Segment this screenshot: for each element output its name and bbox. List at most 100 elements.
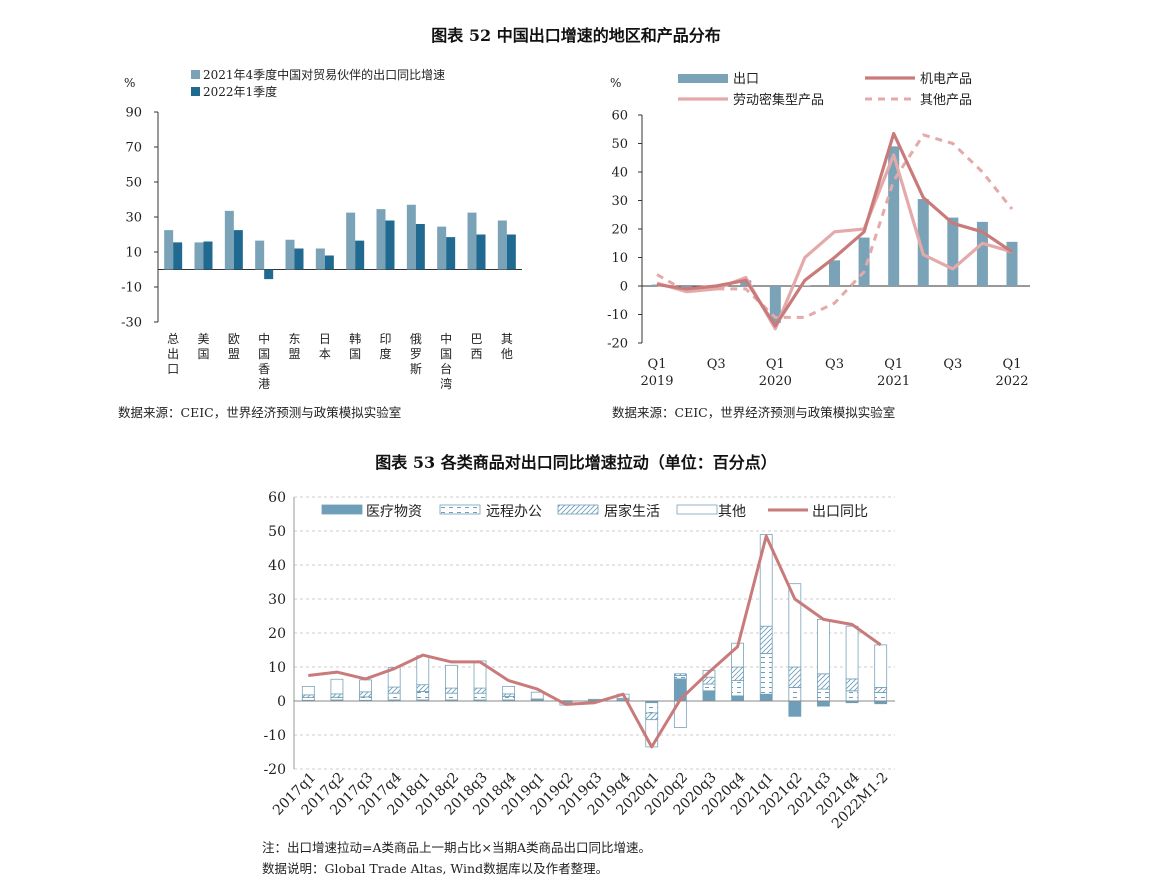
bar xyxy=(346,212,356,270)
stacked-bar-segment xyxy=(759,693,773,702)
stacked-bar-segment xyxy=(731,695,744,702)
stacked-bar-segment xyxy=(759,534,773,627)
bar xyxy=(497,220,507,270)
stacked-bar-segment xyxy=(788,666,802,688)
bar xyxy=(385,220,395,270)
bar xyxy=(294,248,304,270)
stacked-bar-segment xyxy=(731,666,744,682)
bar xyxy=(355,240,365,270)
x-category-label: 东 xyxy=(288,332,300,346)
stacked-bar-segment xyxy=(330,693,344,698)
x-category-label: 湾 xyxy=(440,376,452,391)
x-category-label: 港 xyxy=(258,377,270,391)
x-category-label: 俄 xyxy=(410,332,422,346)
stacked-bar-segment xyxy=(817,673,830,690)
stacked-bar-segment xyxy=(702,676,716,685)
legend-swatch xyxy=(321,504,363,515)
series-line xyxy=(656,131,1013,328)
x-category-label: 其 xyxy=(501,332,513,346)
y-tick-label: 90 xyxy=(125,106,142,121)
export-bar xyxy=(947,217,959,286)
stacked-bar-segment xyxy=(359,679,372,693)
y-tick-label: 30 xyxy=(268,592,286,608)
stacked-bar-segment xyxy=(473,687,487,694)
export-bar xyxy=(799,285,811,286)
x-category-label: 台 xyxy=(440,361,452,376)
left-chart-source: 数据来源：CEIC，世界经济预测与政策模拟实验室 xyxy=(118,405,402,420)
y-tick-label: 30 xyxy=(611,194,628,209)
bar xyxy=(264,269,274,280)
stacked-bar-segment xyxy=(473,692,487,701)
x-category-label: 中 xyxy=(258,331,270,346)
y-tick-label: 20 xyxy=(611,223,628,238)
stacked-bar-segment xyxy=(673,675,687,680)
export-bar xyxy=(829,260,840,286)
y-tick-label: 50 xyxy=(125,176,142,191)
x-category-label: 度 xyxy=(379,346,391,361)
x-category-label: 日 xyxy=(319,332,331,346)
stacked-bar-segment xyxy=(502,685,516,695)
bar xyxy=(173,242,183,270)
stacked-bar-segment xyxy=(445,664,458,689)
legend-label: 远程办公 xyxy=(486,504,542,520)
legend-label: 劳动密集型产品 xyxy=(733,92,824,108)
y-tick-label: 0 xyxy=(620,280,628,295)
bar xyxy=(164,230,174,270)
stacked-bar-segment xyxy=(445,692,458,701)
y-tick-label: 10 xyxy=(268,660,286,676)
x-category-label: 总 xyxy=(167,332,179,346)
stacked-bar-segment xyxy=(502,696,516,701)
bar xyxy=(324,255,334,270)
legend-label: 出口 xyxy=(733,72,759,87)
x-category-label: 国 xyxy=(440,347,452,361)
bottom-chart-note: 注：出口增速拉动=A类商品上一期占比×当期A类商品出口同比增速。 xyxy=(262,840,652,855)
x-tick-year: 2021 xyxy=(877,374,910,389)
stacked-bar-segment xyxy=(416,684,430,692)
y-tick-label: 10 xyxy=(125,246,142,261)
legend-label: 居家生活 xyxy=(604,503,660,520)
stacked-bar-segment xyxy=(530,691,544,700)
x-tick-label: Q1 xyxy=(884,357,903,372)
x-tick-year: 2022 xyxy=(995,374,1028,389)
y-axis-unit: % xyxy=(610,76,621,90)
legend-swatch xyxy=(439,504,481,515)
y-tick-label: 20 xyxy=(268,626,286,642)
right-chart-source: 数据来源：CEIC，世界经济预测与政策模拟实验室 xyxy=(612,405,896,420)
x-category-label: 他 xyxy=(501,347,513,361)
series-line xyxy=(656,133,1014,319)
stacked-bar-segment xyxy=(817,700,830,707)
stacked-bar-segment xyxy=(359,696,372,701)
stacked-bar-segment xyxy=(702,690,716,702)
stacked-bar-segment xyxy=(359,691,372,698)
stacked-bar-segment xyxy=(874,687,888,693)
bar xyxy=(476,234,486,270)
bar xyxy=(194,242,204,270)
bottom-chart-source: 数据说明：Global Trade Altas, Wind数据库以及作者整理。 xyxy=(262,861,609,876)
stacked-bar-segment xyxy=(502,693,516,697)
legend-swatch-bar xyxy=(678,74,728,83)
y-tick-label: -10 xyxy=(607,308,628,323)
legend-label: 医疗物资 xyxy=(366,504,422,520)
bar xyxy=(415,224,425,270)
y-tick-label: 70 xyxy=(125,141,142,156)
x-category-label: 国 xyxy=(197,347,209,361)
bar xyxy=(203,241,213,270)
x-category-label: 出 xyxy=(167,347,179,361)
stacked-bar-segment xyxy=(645,702,659,714)
export-bar xyxy=(1006,241,1018,286)
bar xyxy=(233,230,243,270)
x-tick-year: 2019 xyxy=(640,374,673,389)
x-category-label: 巴 xyxy=(470,332,482,346)
legend-label: 2022年1季度 xyxy=(203,84,277,99)
stacked-bar-segment xyxy=(416,691,430,701)
bar xyxy=(285,239,295,270)
y-axis-unit: % xyxy=(124,76,135,90)
legend-swatch xyxy=(191,70,200,79)
y-tick-label: -20 xyxy=(263,762,286,778)
x-category-label: 欧 xyxy=(228,332,240,346)
x-category-label: 罗 xyxy=(410,347,422,361)
stacked-bar-segment xyxy=(845,625,859,680)
x-category-label: 盟 xyxy=(228,347,240,361)
